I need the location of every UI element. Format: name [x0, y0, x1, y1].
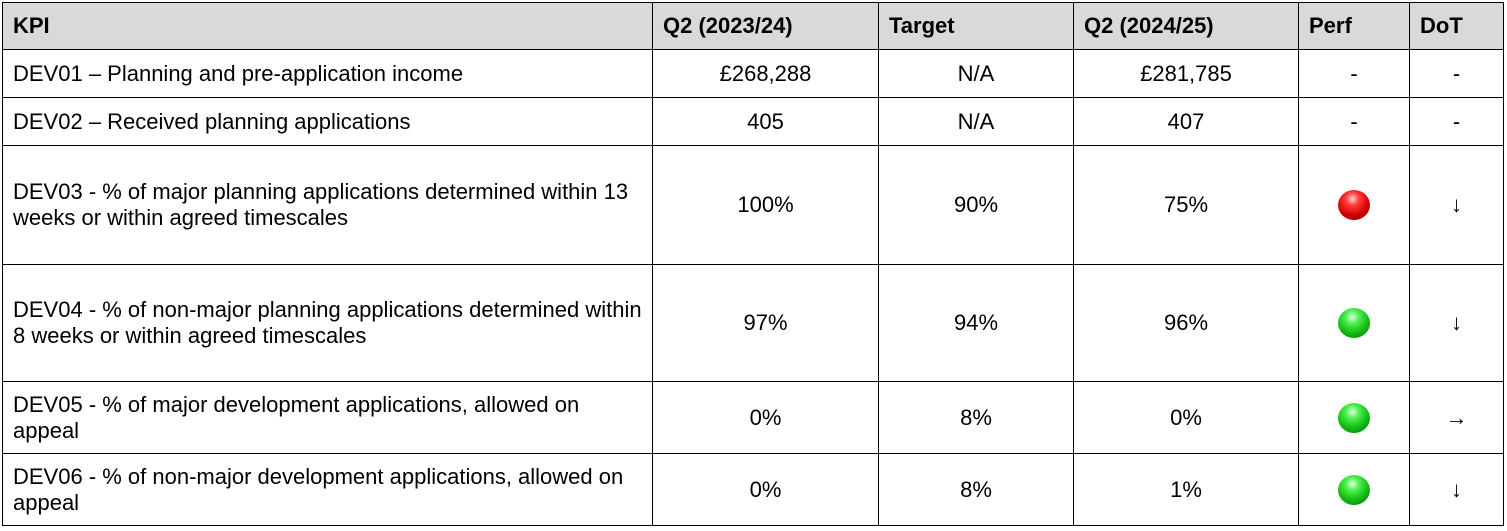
status-indicator [1338, 308, 1370, 338]
value-cell: ↓ [1409, 264, 1504, 382]
kpi-cell: DEV02 – Received planning applications [2, 97, 653, 146]
kpi-cell: DEV04 - % of non-major planning applicat… [2, 264, 653, 382]
value-cell: 8% [878, 381, 1074, 454]
column-header: Perf [1298, 2, 1410, 50]
kpi-cell: DEV01 – Planning and pre-application inc… [2, 49, 653, 98]
table-body: DEV01 – Planning and pre-application inc… [2, 49, 1504, 526]
column-header: Q2 (2023/24) [652, 2, 879, 50]
value-cell: → [1409, 381, 1504, 454]
value-cell: 94% [878, 264, 1074, 382]
value-cell: £268,288 [652, 49, 879, 98]
perf-cell [1298, 381, 1410, 454]
value-cell: 75% [1073, 145, 1299, 265]
table-row: DEV03 - % of major planning applications… [2, 145, 1504, 265]
column-header: Q2 (2024/25) [1073, 2, 1299, 50]
perf-cell [1298, 264, 1410, 382]
perf-cell [1298, 453, 1410, 526]
value-cell: 100% [652, 145, 879, 265]
column-header: DoT [1409, 2, 1504, 50]
value-cell: 0% [1073, 381, 1299, 454]
table-row: DEV02 – Received planning applications 40… [2, 97, 1504, 146]
value-cell: N/A [878, 49, 1074, 98]
value-cell: - [1409, 49, 1504, 98]
value-cell: 405 [652, 97, 879, 146]
status-indicator [1338, 402, 1370, 433]
column-header: Target [878, 2, 1074, 50]
table-row: DEV05 - % of major development applicati… [2, 381, 1504, 454]
value-cell: 1% [1073, 453, 1299, 526]
value-cell: N/A [878, 97, 1074, 146]
status-indicator [1338, 474, 1370, 505]
value-cell: 407 [1073, 97, 1299, 146]
kpi-cell: DEV05 - % of major development applicati… [2, 381, 653, 454]
status-indicator [1338, 190, 1370, 220]
value-cell: £281,785 [1073, 49, 1299, 98]
value-cell: - [1409, 97, 1504, 146]
value-cell: 90% [878, 145, 1074, 265]
value-cell: ↓ [1409, 145, 1504, 265]
value-cell: 96% [1073, 264, 1299, 382]
value-cell: 97% [652, 264, 879, 382]
kpi-cell: DEV06 - % of non-major development appli… [2, 453, 653, 526]
kpi-cell: DEV03 - % of major planning applications… [2, 145, 653, 265]
value-cell: 8% [878, 453, 1074, 526]
value-cell: 0% [652, 381, 879, 454]
table-row: DEV01 – Planning and pre-application inc… [2, 49, 1504, 98]
header-row: KPI Q2 (2023/24) Target Q2 (2024/25) Perf DoT [2, 2, 1504, 50]
value-cell: - [1298, 49, 1410, 98]
table-row: DEV04 - % of non-major planning applicat… [2, 264, 1504, 382]
value-cell: - [1298, 97, 1410, 146]
perf-cell [1298, 145, 1410, 265]
table-row: DEV06 - % of non-major development appli… [2, 453, 1504, 526]
value-cell: 0% [652, 453, 879, 526]
value-cell: ↓ [1409, 453, 1504, 526]
column-header: KPI [2, 2, 653, 50]
